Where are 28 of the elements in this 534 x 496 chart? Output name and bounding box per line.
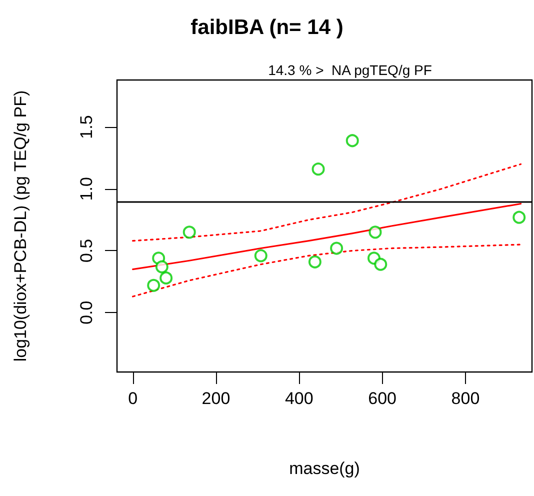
y-tick-label: 0.5 xyxy=(77,238,96,263)
y-tick-label: 1.5 xyxy=(77,115,96,139)
point xyxy=(160,271,173,284)
x-tick-label: 0 xyxy=(128,389,138,408)
point xyxy=(254,249,268,262)
chart-subtitle: 14.3 % > NA pgTEQ/g PF xyxy=(268,62,432,78)
chart-title: faibIBA (n= 14 ) xyxy=(190,16,344,39)
x-axis-title: masse(g) xyxy=(289,459,360,478)
y-tick-label: 0.0 xyxy=(77,300,96,324)
y-tick-label: 1.0 xyxy=(77,177,96,201)
point xyxy=(312,162,325,176)
x-tick-label: 800 xyxy=(451,389,480,408)
point xyxy=(330,242,344,255)
point xyxy=(147,278,160,292)
point xyxy=(308,255,322,268)
line-series xyxy=(132,163,522,242)
x-tick-label: 400 xyxy=(284,389,314,408)
line-series xyxy=(132,244,522,298)
y-axis-title: log10(diox+PCB-DL) (pg TEQ/g PF) xyxy=(11,90,30,362)
point xyxy=(182,226,196,239)
point xyxy=(155,260,168,274)
x-tick-label: 200 xyxy=(202,389,230,408)
point xyxy=(346,134,359,148)
point xyxy=(368,226,382,239)
line-series xyxy=(132,202,522,270)
point xyxy=(512,210,526,224)
point xyxy=(374,258,388,271)
x-tick-label: 600 xyxy=(368,389,396,408)
